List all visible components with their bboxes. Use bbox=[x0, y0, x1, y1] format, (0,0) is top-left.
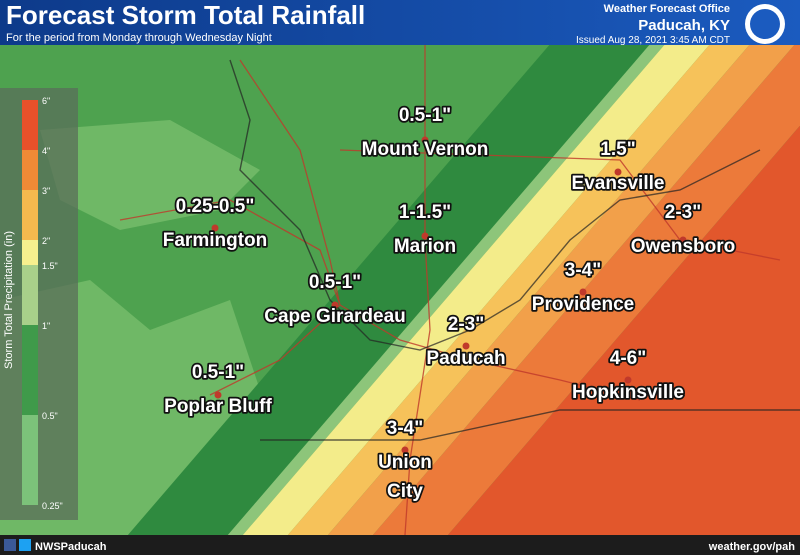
city-name: City bbox=[387, 481, 423, 502]
rain-band bbox=[227, 45, 665, 535]
rain-amount: 3-4" bbox=[387, 418, 423, 439]
twitter-icon bbox=[19, 539, 31, 551]
rain-amount: 1.5" bbox=[600, 139, 635, 160]
footer-band bbox=[0, 535, 800, 555]
location: Paducah, KY bbox=[638, 17, 730, 34]
light-green-zone bbox=[40, 120, 260, 230]
legend-swatch bbox=[22, 150, 38, 190]
rain-bands bbox=[127, 45, 800, 535]
legend: 6" 4" 3" 2" 1.5" 1" 0.5" 0.25" bbox=[22, 96, 63, 511]
legend-swatch bbox=[22, 190, 38, 240]
cities: 0.5-1" Mount Vernon 1.5" Evansville 0.25-0.5… bbox=[161, 103, 737, 504]
city-name: Hopkinsville bbox=[572, 382, 684, 403]
legend-label: 3" bbox=[42, 186, 50, 196]
legend-title: Storm Total Precipitation (in) bbox=[3, 231, 15, 369]
website: weather.gov/pah bbox=[708, 541, 795, 553]
issued: Issued Aug 28, 2021 3:45 AM CDT bbox=[576, 35, 730, 46]
rain-amount: 2-3" bbox=[665, 202, 701, 223]
legend-label: 0.25" bbox=[42, 501, 63, 511]
city-dot bbox=[214, 391, 222, 399]
subtitle: For the period from Monday through Wedne… bbox=[6, 32, 272, 44]
facebook-icon bbox=[4, 539, 16, 551]
city-dot bbox=[614, 168, 622, 176]
rain-amount: 3-4" bbox=[565, 260, 601, 281]
legend-swatch bbox=[22, 415, 38, 505]
rain-band bbox=[287, 45, 750, 535]
city-name: Evansville bbox=[572, 173, 665, 194]
legend-label: 1" bbox=[42, 321, 50, 331]
state-borders bbox=[229, 59, 800, 441]
city-name: Poplar Bluff bbox=[164, 396, 272, 417]
rain-amount: 0.5-1" bbox=[399, 105, 451, 126]
rain-band bbox=[372, 45, 800, 535]
city-name: Union bbox=[378, 452, 432, 473]
social-handle: NWSPaducah bbox=[35, 541, 107, 553]
legend-swatch bbox=[22, 325, 38, 415]
city-name: Farmington bbox=[163, 230, 268, 251]
legend-label: 1.5" bbox=[42, 261, 58, 271]
city-dot bbox=[579, 288, 587, 296]
roads bbox=[119, 45, 781, 536]
legend-label: 0.5" bbox=[42, 411, 58, 421]
rain-amount: 1-1.5" bbox=[399, 202, 451, 223]
city-dot bbox=[679, 236, 687, 244]
legend-label: 4" bbox=[42, 146, 50, 156]
office: Weather Forecast Office bbox=[604, 3, 730, 15]
rain-band bbox=[447, 125, 800, 535]
city-dot bbox=[331, 301, 339, 309]
city-dot bbox=[624, 376, 632, 384]
nws-logo-inner bbox=[750, 9, 780, 39]
rain-amount: 0.25-0.5" bbox=[176, 196, 255, 217]
legend-swatch bbox=[22, 240, 38, 265]
city-name: Mount Vernon bbox=[362, 139, 489, 160]
city-dot bbox=[421, 232, 429, 240]
city-name: Cape Girardeau bbox=[264, 306, 406, 327]
rain-band bbox=[127, 45, 650, 535]
city-name: Providence bbox=[532, 294, 634, 315]
city-dot bbox=[211, 224, 219, 232]
city-dot bbox=[462, 342, 470, 350]
header-band bbox=[0, 0, 800, 45]
rain-amount: 0.5-1" bbox=[309, 272, 361, 293]
rain-amount: 0.5-1" bbox=[192, 362, 244, 383]
city-name: Marion bbox=[394, 236, 456, 257]
rain-amount: 4-6" bbox=[610, 348, 646, 369]
legend-swatch bbox=[22, 265, 38, 325]
legend-swatch bbox=[22, 100, 38, 150]
rain-band bbox=[327, 45, 795, 535]
city-name: Owensboro bbox=[631, 236, 736, 257]
legend-label: 2" bbox=[42, 236, 50, 246]
rain-band bbox=[242, 45, 710, 535]
legend-label: 6" bbox=[42, 96, 50, 106]
legend-box bbox=[0, 88, 78, 520]
title: Forecast Storm Total Rainfall bbox=[6, 0, 365, 30]
city-dot bbox=[421, 136, 429, 144]
city-dot bbox=[401, 446, 409, 454]
city-name: Paducah bbox=[426, 348, 505, 369]
rain-amount: 2-3" bbox=[448, 314, 484, 335]
